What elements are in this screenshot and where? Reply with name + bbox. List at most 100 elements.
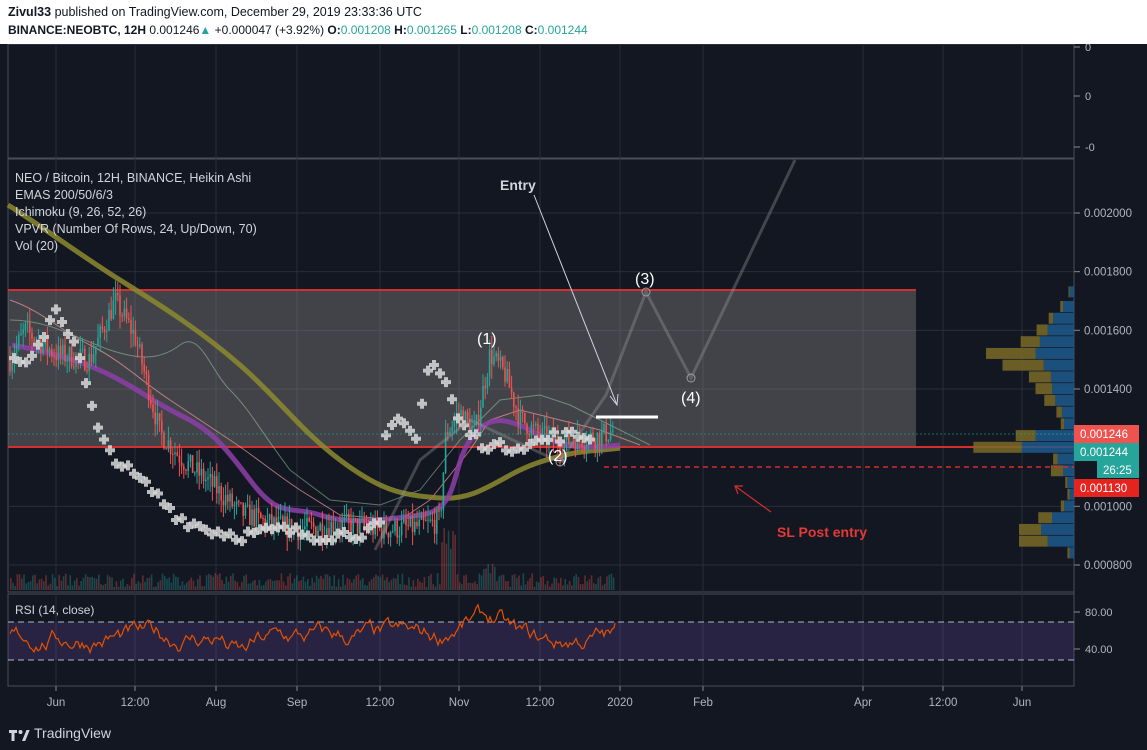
candle-body [330,521,332,538]
candle-body [429,519,431,521]
close-value: 0.001244 [537,23,588,37]
candle-body [574,442,577,451]
volume-bar [133,573,135,590]
chikou-marker [183,522,193,533]
volume-bar [76,577,78,590]
volume-bar [445,543,448,590]
volume-bar [538,582,540,590]
vp-row-up [1069,547,1074,559]
volume-bar [54,577,56,590]
candle-body [440,510,442,512]
legend-title[interactable]: NEO / Bitcoin, 12H, BINANCE, Heikin Ashi [15,171,251,185]
candle-body [59,345,62,355]
candle-body [48,349,51,352]
publisher-name[interactable]: Zivul33 [8,5,52,19]
volume-bar [155,586,157,590]
candle-body [70,347,73,367]
chikou-marker [21,357,31,368]
volume-bar [320,575,322,590]
chikou-marker [195,521,205,532]
volume-bar [546,580,549,590]
candle-body [165,448,167,450]
chikou-marker [111,458,121,469]
volume-bar [355,575,357,590]
candle-body [453,420,456,427]
volume-bar [278,580,280,590]
vp-row-down [986,347,1036,359]
last-price-badge [1074,425,1139,443]
candle-body [310,521,313,523]
chikou-marker [525,439,535,450]
vp-row-up [1063,465,1074,477]
candle-body [585,445,588,449]
chikou-marker [453,413,463,424]
candle-body [180,462,183,467]
legend-vpvr[interactable]: VPVR (Number Of Rows, 24, Up/Down, 70) [15,222,257,236]
candle-body [194,472,196,474]
chikou-marker [399,418,409,429]
volume-bar [271,580,274,590]
volume-bar [553,577,555,590]
candle-body [328,528,330,538]
candle-body [112,300,115,320]
vp-row-down [1002,359,1044,371]
volume-bar [575,574,577,590]
volume-bar [414,586,417,590]
candle-body [213,476,216,487]
legend-vol[interactable]: Vol (20) [15,239,58,253]
ema-50-line [11,342,621,524]
volume-bar [280,573,283,590]
vp-row-up [1021,441,1074,453]
candle-body [451,426,453,432]
vp-row-down [1060,418,1065,430]
wave2-point [555,457,565,467]
chikou-marker [207,529,217,540]
candle-body [64,344,66,362]
volume-bar [399,584,401,590]
candle-body [251,509,253,526]
volume-bar [505,581,507,590]
volume-bar [194,586,197,590]
volume-bar [164,576,166,590]
volume-bar [406,585,408,590]
candle-body [532,424,535,426]
price-badges: 0.001246 0.001244 26:25 0.001130 [1074,425,1139,497]
chikou-marker [555,436,565,447]
volume-bar [170,582,173,590]
volume-bar [267,579,269,590]
volume-bar [392,577,395,590]
candle-body [189,455,192,462]
chart-canvas[interactable]: 0 0 -0 Entry (1) (2) (3) (4) SL Post ent… [0,44,1147,716]
volume-bar [117,586,120,590]
volume-bar [344,584,346,590]
volume-bar [128,585,131,590]
chikou-marker [9,353,19,364]
volume-bar [221,580,223,590]
volume-bar [21,578,23,590]
time-axis[interactable]: Jun 12:00 Aug Sep 12:00 Nov 12:00 2020 Feb Apr 12:… [47,686,1032,709]
legend-ichimoku[interactable]: Ichimoku (9, 26, 52, 26) [15,205,146,219]
volume-bar [357,574,360,590]
rsi-tick-label: 80.00 [1085,607,1113,619]
volume-bar [425,586,428,590]
legend-emas[interactable]: EMAS 200/50/6/3 [15,188,113,202]
volume-bar [544,584,547,590]
volume-bar [208,573,210,590]
candle-body [279,516,282,518]
candle-body [244,504,247,516]
volume-bar [258,580,261,590]
vp-row-up [1035,430,1074,442]
time-tick-label: Feb [693,697,713,709]
price-axis[interactable]: 0.002000 0.001800 0.001600 0.001400 0.001000… [1074,208,1132,572]
candle-body [590,432,592,437]
candle-body [442,472,445,511]
candle-body [255,507,258,527]
volume-bar [421,582,423,590]
volume-bar [608,574,610,590]
volume-bar [102,585,104,590]
volume-bar [153,586,155,590]
brand-name[interactable]: TradingView [34,725,112,741]
vp-row-up [1047,535,1074,547]
volume-bar [177,577,179,590]
rsi-label[interactable]: RSI (14, close) [15,603,94,617]
